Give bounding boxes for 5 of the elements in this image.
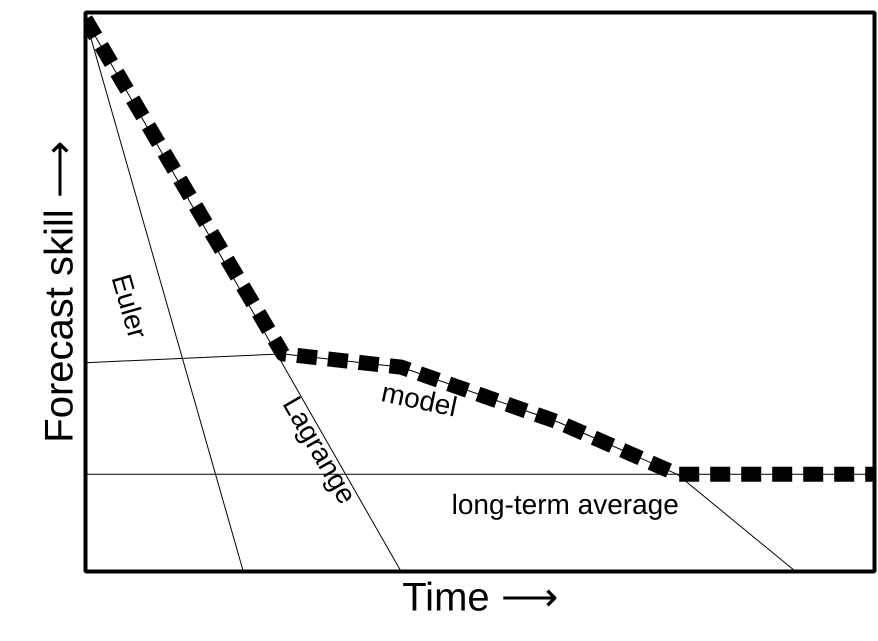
text: model [378, 376, 460, 423]
x-axis-title: Time ⟶ [402, 576, 558, 620]
series-label: long-term average [452, 488, 679, 520]
text: Euler [106, 270, 154, 342]
y-axis-title: Forecast skill ⟶ [38, 141, 82, 443]
